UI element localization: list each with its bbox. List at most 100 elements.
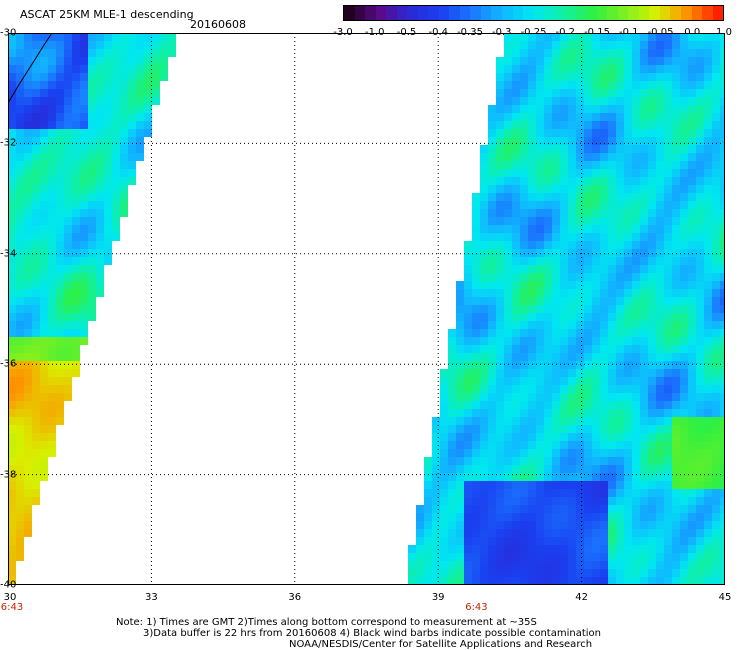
wind-cell (704, 161, 712, 169)
wind-cell (504, 425, 512, 433)
wind-cell (464, 337, 472, 345)
wind-cell (488, 169, 496, 177)
wind-cell (496, 473, 504, 481)
wind-cell (96, 33, 104, 41)
wind-cell (440, 513, 448, 521)
wind-cell (16, 281, 24, 289)
wind-cell (616, 273, 624, 281)
wind-cell (568, 249, 576, 257)
wind-cell (504, 545, 512, 553)
wind-cell (704, 433, 712, 441)
wind-cell (512, 369, 520, 377)
wind-cell (672, 569, 680, 577)
wind-cell (520, 209, 528, 217)
wind-cell (544, 249, 552, 257)
wind-cell (568, 425, 576, 433)
wind-cell (112, 193, 120, 201)
wind-cell (720, 89, 725, 97)
wind-cell (456, 521, 464, 529)
wind-cell (720, 153, 725, 161)
wind-cell (424, 473, 432, 481)
wind-cell (680, 145, 688, 153)
wind-cell (64, 49, 72, 57)
wind-cell (592, 337, 600, 345)
wind-cell (664, 225, 672, 233)
wind-cell (712, 489, 720, 497)
wind-cell (600, 345, 608, 353)
wind-cell (640, 81, 648, 89)
wind-cell (512, 57, 520, 65)
wind-cell (576, 561, 584, 569)
wind-cell (616, 97, 624, 105)
wind-cell (56, 289, 64, 297)
wind-cell (536, 105, 544, 113)
wind-cell (624, 353, 632, 361)
wind-cell (720, 361, 725, 369)
wind-cell (560, 57, 568, 65)
wind-cell (584, 177, 592, 185)
wind-cell (664, 233, 672, 241)
wind-cell (632, 425, 640, 433)
wind-cell (600, 497, 608, 505)
wind-cell (552, 177, 560, 185)
wind-cell (424, 561, 432, 569)
wind-cell (488, 449, 496, 457)
wind-cell (472, 489, 480, 497)
wind-cell (536, 273, 544, 281)
wind-cell (56, 89, 64, 97)
wind-cell (616, 313, 624, 321)
wind-cell (136, 89, 144, 97)
wind-cell (128, 121, 136, 129)
wind-cell (688, 153, 696, 161)
wind-cell (72, 225, 80, 233)
wind-cell (704, 121, 712, 129)
wind-cell (8, 73, 16, 81)
wind-cell (672, 241, 680, 249)
wind-cell (648, 249, 656, 257)
wind-cell (624, 129, 632, 137)
wind-cell (8, 265, 16, 273)
wind-cell (8, 113, 16, 121)
wind-cell (472, 505, 480, 513)
wind-cell (688, 113, 696, 121)
wind-cell (24, 465, 32, 473)
wind-cell (560, 225, 568, 233)
wind-cell (504, 73, 512, 81)
wind-cell (472, 305, 480, 313)
wind-cell (464, 569, 472, 577)
wind-cell (488, 281, 496, 289)
wind-cell (24, 233, 32, 241)
wind-cell (8, 57, 16, 65)
wind-cell (528, 465, 536, 473)
wind-cell (552, 49, 560, 57)
wind-cell (720, 113, 725, 121)
wind-cell (656, 537, 664, 545)
wind-cell (568, 497, 576, 505)
wind-cell (584, 345, 592, 353)
wind-cell (448, 417, 456, 425)
wind-cell (624, 97, 632, 105)
wind-cell (104, 225, 112, 233)
wind-cell (448, 489, 456, 497)
wind-cell (120, 121, 128, 129)
wind-cell (424, 489, 432, 497)
wind-cell (40, 177, 48, 185)
wind-cell (528, 97, 536, 105)
wind-cell (712, 233, 720, 241)
wind-cell (552, 497, 560, 505)
wind-cell (632, 545, 640, 553)
wind-cell (64, 377, 72, 385)
wind-cell (520, 89, 528, 97)
wind-cell (464, 505, 472, 513)
wind-cell (152, 49, 160, 57)
wind-cell (32, 377, 40, 385)
wind-cell (40, 305, 48, 313)
wind-cell (560, 281, 568, 289)
wind-cell (600, 409, 608, 417)
wind-cell (680, 97, 688, 105)
wind-cell (520, 169, 528, 177)
wind-cell (72, 321, 80, 329)
wind-cell (48, 329, 56, 337)
wind-cell (672, 529, 680, 537)
wind-cell (584, 185, 592, 193)
